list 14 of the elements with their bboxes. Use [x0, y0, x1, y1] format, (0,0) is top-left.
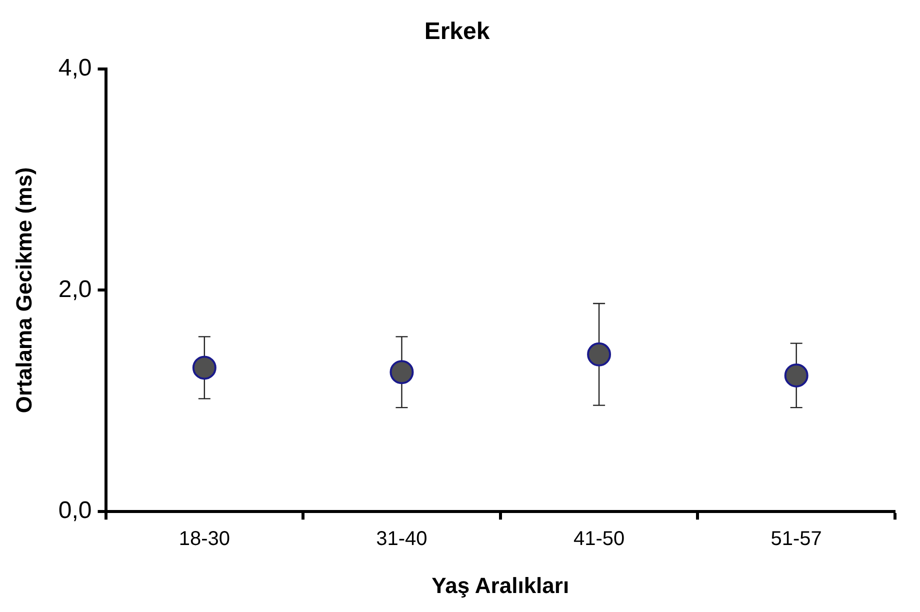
- y-tick-label: 0,0: [58, 497, 92, 524]
- point: [192, 356, 216, 380]
- x-tick-label: 51-57: [770, 528, 822, 550]
- x-tick-label: 41-50: [573, 528, 625, 550]
- x-tick-label: 31-40: [376, 528, 428, 550]
- point: [390, 360, 414, 384]
- x-tick-label: 18-30: [178, 528, 230, 550]
- chart-title: Erkek: [424, 18, 490, 46]
- point: [587, 342, 612, 366]
- y-tick-label: 2,0: [58, 276, 92, 303]
- x-axis-title: Yaş Aralıkları: [432, 572, 570, 598]
- y-axis-title: Ortalama Gecikme (ms): [11, 167, 36, 414]
- y-tick-label: 4,0: [58, 54, 92, 82]
- point: [784, 363, 808, 388]
